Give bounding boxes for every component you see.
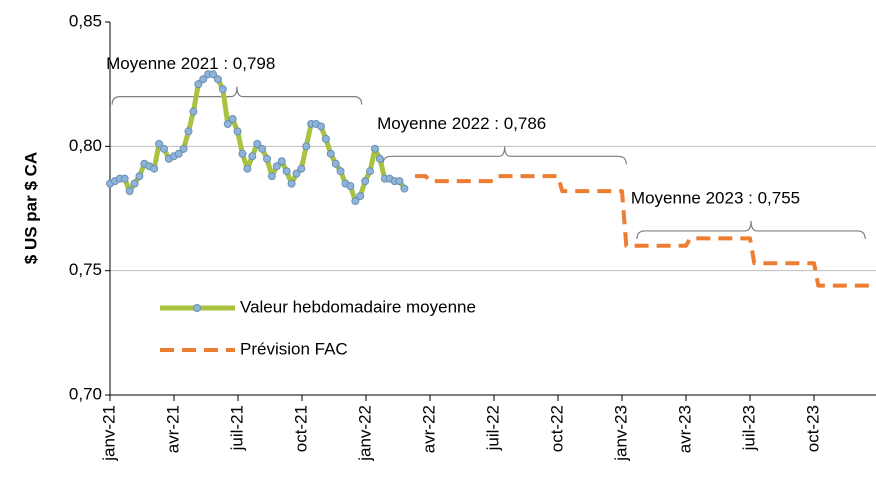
point — [238, 149, 247, 158]
point — [351, 197, 360, 206]
point — [321, 134, 330, 143]
annotation: Moyenne 2022 : 0,786 — [377, 114, 546, 133]
point — [282, 167, 291, 176]
point — [159, 144, 168, 153]
brace — [111, 86, 363, 105]
point — [253, 139, 262, 148]
point — [366, 167, 375, 176]
brace — [636, 220, 866, 239]
point — [287, 179, 296, 188]
point — [194, 80, 203, 89]
x-tick-label: oct-23 — [803, 405, 822, 452]
x-tick-label: janv-23 — [611, 405, 630, 462]
point — [243, 164, 252, 173]
point — [272, 162, 281, 171]
point — [356, 192, 365, 201]
point — [263, 154, 272, 163]
x-tick-label: juil-21 — [227, 405, 246, 451]
point — [375, 154, 384, 163]
point — [179, 144, 188, 153]
x-tick-label: oct-21 — [291, 405, 310, 452]
line — [108, 71, 407, 204]
point — [316, 122, 325, 131]
x-tick-label: avr-22 — [419, 405, 438, 453]
x-tick-label: avr-23 — [675, 405, 694, 453]
point — [120, 174, 129, 183]
point — [361, 177, 370, 186]
legend-label: Valeur hebdomadaire moyenne — [240, 297, 476, 316]
x-tick-label: avr-21 — [163, 405, 182, 453]
point — [174, 149, 183, 158]
x-tick-label: oct-22 — [547, 405, 566, 452]
point — [155, 139, 164, 148]
point — [218, 85, 227, 94]
y-tick-label: 0,70 — [69, 384, 102, 403]
x-tick-label: janv-21 — [99, 405, 118, 462]
line — [415, 174, 876, 288]
point — [125, 187, 134, 196]
point — [199, 75, 208, 84]
point — [258, 144, 267, 153]
point — [336, 167, 345, 176]
y-tick-label: 0,75 — [69, 260, 102, 279]
legend-marker — [193, 304, 201, 312]
point — [277, 157, 286, 166]
point — [395, 177, 404, 186]
point — [302, 142, 311, 151]
y-tick-label: 0,85 — [69, 11, 102, 30]
point — [150, 164, 159, 173]
legend-label: Prévision FAC — [240, 339, 348, 358]
point — [223, 119, 232, 128]
point — [346, 182, 355, 191]
y-axis-label: $ US par $ CA — [21, 152, 40, 264]
point — [135, 172, 144, 181]
point — [209, 70, 218, 79]
point — [213, 75, 222, 84]
point — [228, 114, 237, 123]
brace — [382, 146, 627, 165]
point — [297, 164, 306, 173]
y-tick-label: 0,80 — [69, 136, 102, 155]
point — [130, 179, 139, 188]
point — [267, 172, 276, 181]
point — [400, 184, 409, 193]
x-tick-label: juil-23 — [739, 405, 758, 451]
x-tick-label: juil-22 — [483, 405, 502, 451]
point — [248, 152, 257, 161]
point — [331, 159, 340, 168]
x-tick-label: janv-22 — [355, 405, 374, 462]
point — [370, 144, 379, 153]
point — [189, 107, 198, 116]
point — [233, 127, 242, 136]
point — [292, 169, 301, 178]
annotation: Moyenne 2021 : 0,798 — [106, 54, 275, 73]
point — [184, 127, 193, 136]
point — [326, 149, 335, 158]
annotation: Moyenne 2023 : 0,755 — [631, 188, 800, 207]
